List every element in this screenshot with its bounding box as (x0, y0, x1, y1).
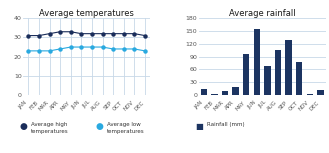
Text: ●: ● (95, 122, 103, 131)
Title: Average temperatures: Average temperatures (39, 9, 134, 18)
Text: ■: ■ (195, 122, 203, 131)
Bar (243, 54, 249, 95)
Bar (307, 94, 313, 95)
Bar (211, 94, 217, 95)
Text: ●: ● (20, 122, 28, 131)
Text: Average high
temperatures: Average high temperatures (31, 122, 69, 134)
Bar (317, 90, 324, 95)
Title: Average rainfall: Average rainfall (229, 9, 295, 18)
Bar (201, 89, 207, 95)
Bar (222, 91, 228, 95)
Bar (275, 50, 281, 95)
Bar (264, 66, 270, 95)
Bar (286, 40, 292, 95)
Text: Average low
temperatures: Average low temperatures (107, 122, 144, 134)
Bar (233, 87, 239, 95)
Bar (254, 29, 260, 95)
Bar (296, 62, 302, 95)
Text: Rainfall (mm): Rainfall (mm) (207, 122, 244, 127)
